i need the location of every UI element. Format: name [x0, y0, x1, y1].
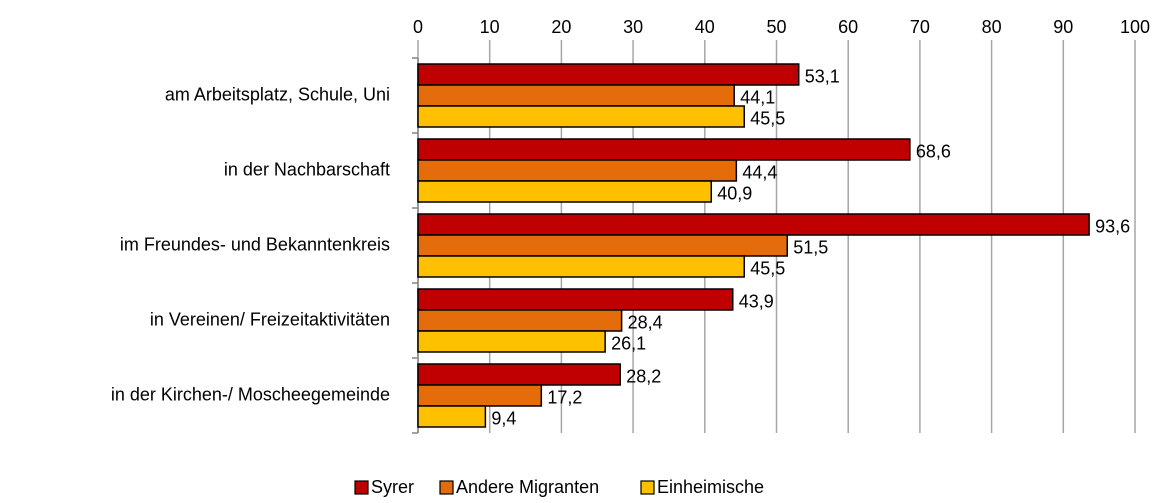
- legend-swatch: [640, 480, 655, 495]
- value-label: 28,4: [628, 312, 663, 332]
- value-label: 45,5: [750, 108, 785, 128]
- value-label: 45,5: [750, 258, 785, 278]
- y-tick-label: am Arbeitsplatz, Schule, Uni: [165, 84, 390, 104]
- value-label: 44,1: [740, 87, 775, 107]
- x-tick-label: 40: [695, 17, 715, 37]
- legend-label: Einheimische: [657, 477, 764, 497]
- bar: [417, 180, 713, 203]
- bar: [417, 255, 745, 278]
- bar: [417, 138, 911, 161]
- legend-label: Syrer: [371, 477, 414, 497]
- value-label: 51,5: [793, 237, 828, 257]
- x-tick-label: 10: [480, 17, 500, 37]
- x-tick-label: 100: [1120, 17, 1150, 37]
- value-label: 53,1: [805, 66, 840, 86]
- value-label: 68,6: [916, 141, 951, 161]
- x-tick-label: 30: [623, 17, 643, 37]
- x-tick-label: 70: [910, 17, 930, 37]
- bar: [417, 405, 487, 428]
- value-label: 9,4: [491, 408, 516, 428]
- x-tick-label: 60: [838, 17, 858, 37]
- value-label: 17,2: [547, 387, 582, 407]
- bar: [417, 105, 745, 128]
- legend-swatch: [439, 480, 454, 495]
- bar: [417, 330, 606, 353]
- x-tick-label: 50: [766, 17, 786, 37]
- value-label: 44,4: [742, 162, 777, 182]
- bar: [417, 213, 1090, 236]
- value-label: 28,2: [626, 366, 661, 386]
- bar: [417, 234, 789, 257]
- x-tick-label: 90: [1053, 17, 1073, 37]
- y-tick-label: im Freundes- und Bekanntenkreis: [120, 234, 390, 254]
- bar: [417, 384, 543, 407]
- value-label: 26,1: [611, 333, 646, 353]
- bar: [417, 159, 738, 182]
- bar: [417, 84, 735, 107]
- x-tick-label: 80: [982, 17, 1002, 37]
- x-tick-label: 20: [551, 17, 571, 37]
- bar: [417, 309, 623, 332]
- bar: [417, 363, 621, 386]
- bar: [417, 288, 734, 311]
- y-tick-label: in der Kirchen-/ Moscheegemeinde: [111, 384, 390, 404]
- x-tick-label: 0: [413, 17, 423, 37]
- value-label: 43,9: [739, 291, 774, 311]
- y-tick-label: in der Nachbarschaft: [224, 159, 390, 179]
- value-label: 93,6: [1095, 216, 1130, 236]
- y-tick-label: in Vereinen/ Freizeitaktivitäten: [150, 309, 390, 329]
- legend-swatch: [354, 480, 369, 495]
- legend-label: Andere Migranten: [456, 477, 599, 497]
- bar: [417, 63, 800, 86]
- value-label: 40,9: [717, 183, 752, 203]
